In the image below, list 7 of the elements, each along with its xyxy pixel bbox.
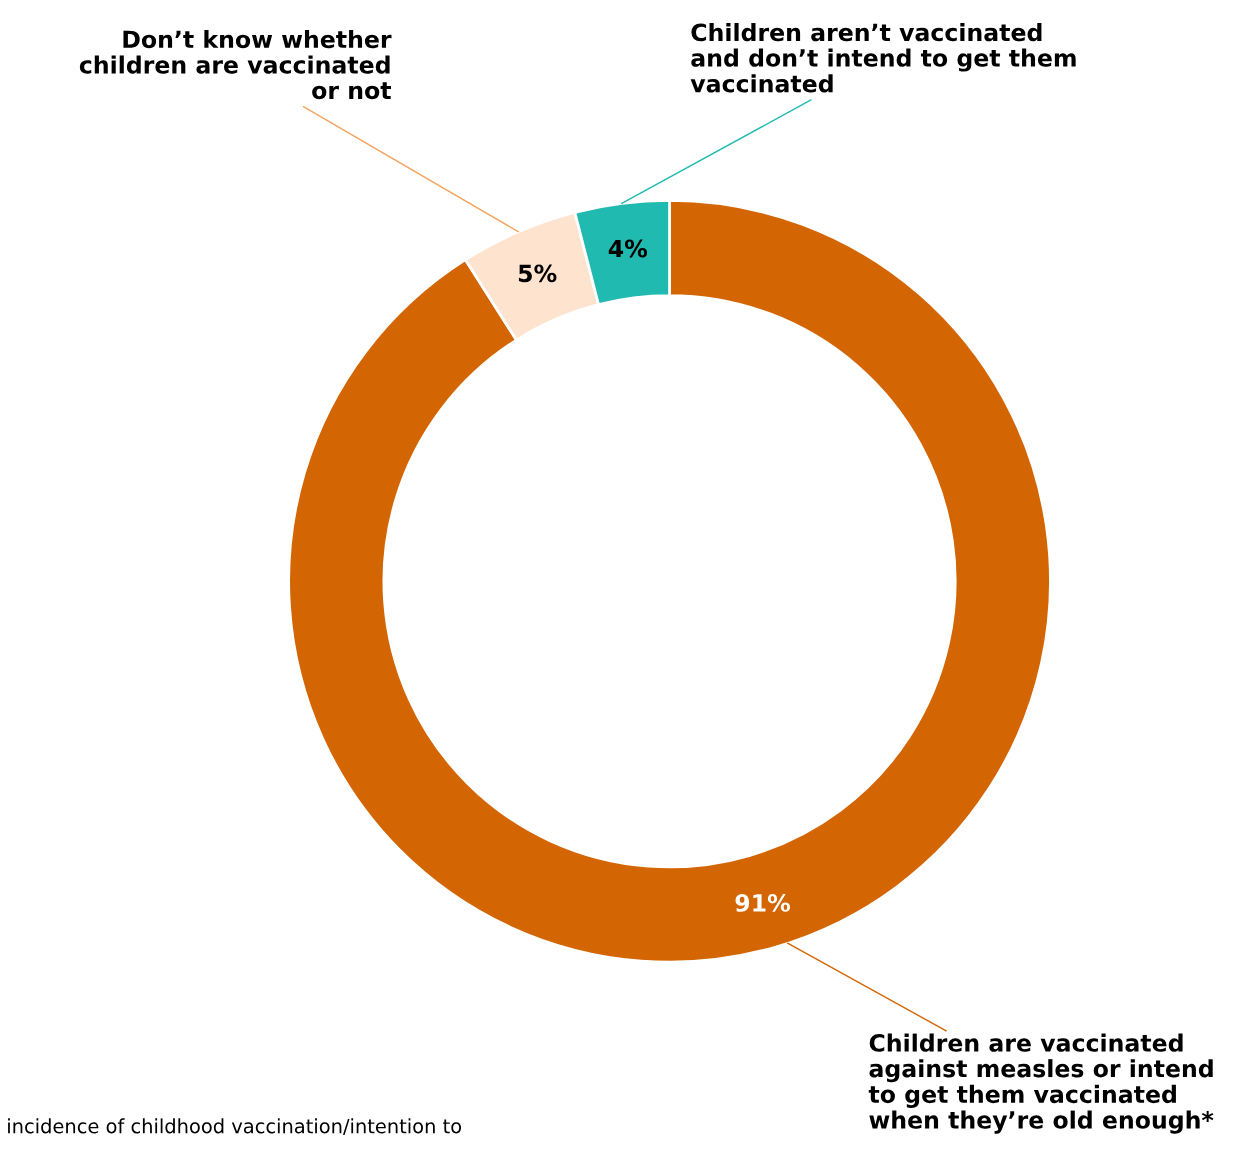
text: incidence of childhood vaccination/intention to bbox=[8, 1118, 462, 1135]
slice-label: Children are vaccinated against measles or intend to get them vaccinated when they’re old enough* bbox=[868, 1033, 1214, 1134]
data-label: 4% bbox=[608, 239, 648, 258]
data-label: 5% bbox=[518, 264, 557, 283]
slice-label: Don’t know whether children are vaccinated or not bbox=[79, 29, 392, 100]
slice-label: Children aren’t vaccinated and don’t intend to get them vaccinated bbox=[690, 23, 1076, 93]
data-label: 91% bbox=[735, 894, 791, 912]
